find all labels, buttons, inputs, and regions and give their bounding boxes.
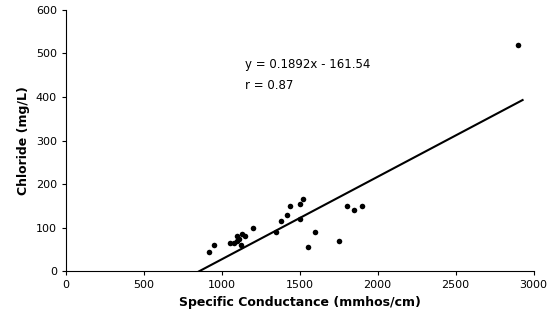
Point	[210, 243, 218, 248]
Point	[295, 201, 304, 206]
Point	[303, 245, 312, 250]
Point	[238, 232, 246, 237]
Point	[249, 225, 257, 230]
Point	[283, 212, 292, 217]
Point	[230, 240, 239, 245]
Point	[358, 203, 366, 209]
Point	[226, 240, 234, 245]
Point	[342, 203, 351, 209]
Point	[272, 229, 280, 234]
Point	[334, 238, 343, 244]
Text: y = 0.1892x - 161.54: y = 0.1892x - 161.54	[245, 57, 371, 71]
X-axis label: Specific Conductance (mmhos/cm): Specific Conductance (mmhos/cm)	[179, 296, 421, 309]
Text: r = 0.87: r = 0.87	[245, 79, 294, 92]
Point	[514, 42, 522, 47]
Point	[295, 216, 304, 222]
Point	[311, 229, 320, 234]
Point	[205, 249, 214, 254]
Point	[236, 243, 245, 248]
Y-axis label: Chloride (mg/L): Chloride (mg/L)	[17, 86, 30, 195]
Point	[234, 236, 243, 241]
Point	[241, 234, 250, 239]
Point	[350, 208, 359, 213]
Point	[286, 203, 295, 209]
Point	[299, 197, 307, 202]
Point	[277, 219, 285, 224]
Point	[233, 234, 242, 239]
Point	[233, 238, 242, 244]
